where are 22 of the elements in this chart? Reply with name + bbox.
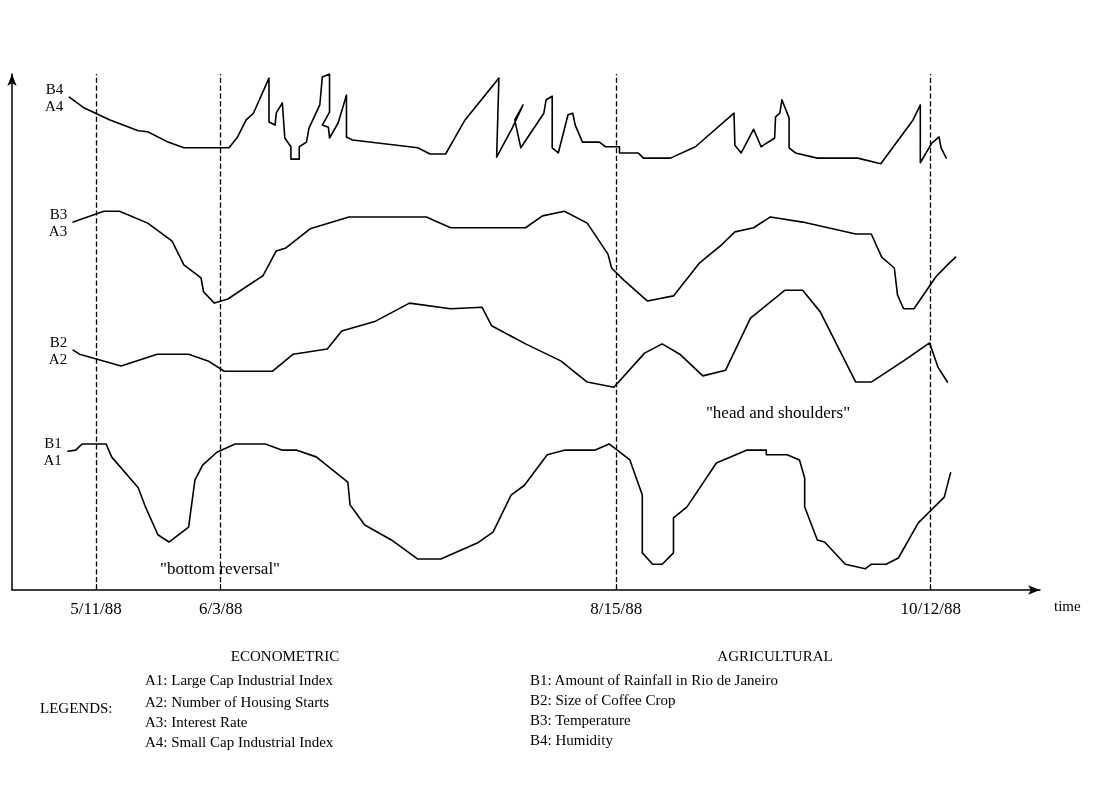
series-label: B3 A3 [48,205,68,239]
text: A1: Large Cap Industrial Index [145,672,334,688]
x-tick-label: 8/15/88 [590,599,643,618]
text: LEGENDS: [40,700,113,716]
text: A4: Small Cap Industrial Index [145,734,334,750]
x-tick-label: 5/11/88 [70,599,122,618]
x-tick-label: 6/3/88 [198,599,243,618]
annotation: "bottom reversal" [159,558,281,578]
text: B2: Size of Coffee Crop [530,692,676,708]
text: B4: Humidity [530,732,614,748]
text: B3: Temperature [530,712,632,728]
x-tick-label: 10/12/88 [900,599,961,618]
series-label: B2 A2 [48,333,68,367]
text: ECONOMETRIC [230,648,340,664]
legend-label: B4 A4 [45,80,64,114]
series-label: B1 A1 [43,434,62,468]
text: A2: Number of Housing Starts [145,694,330,710]
text: B1: Amount of Rainfall in Rio de Janeiro [530,672,778,688]
text: A3: Interest Rate [145,714,248,730]
text: AGRICULTURAL [717,648,833,664]
x-axis-title: time [1054,597,1081,614]
annotation: "head and shoulders" [705,402,851,422]
